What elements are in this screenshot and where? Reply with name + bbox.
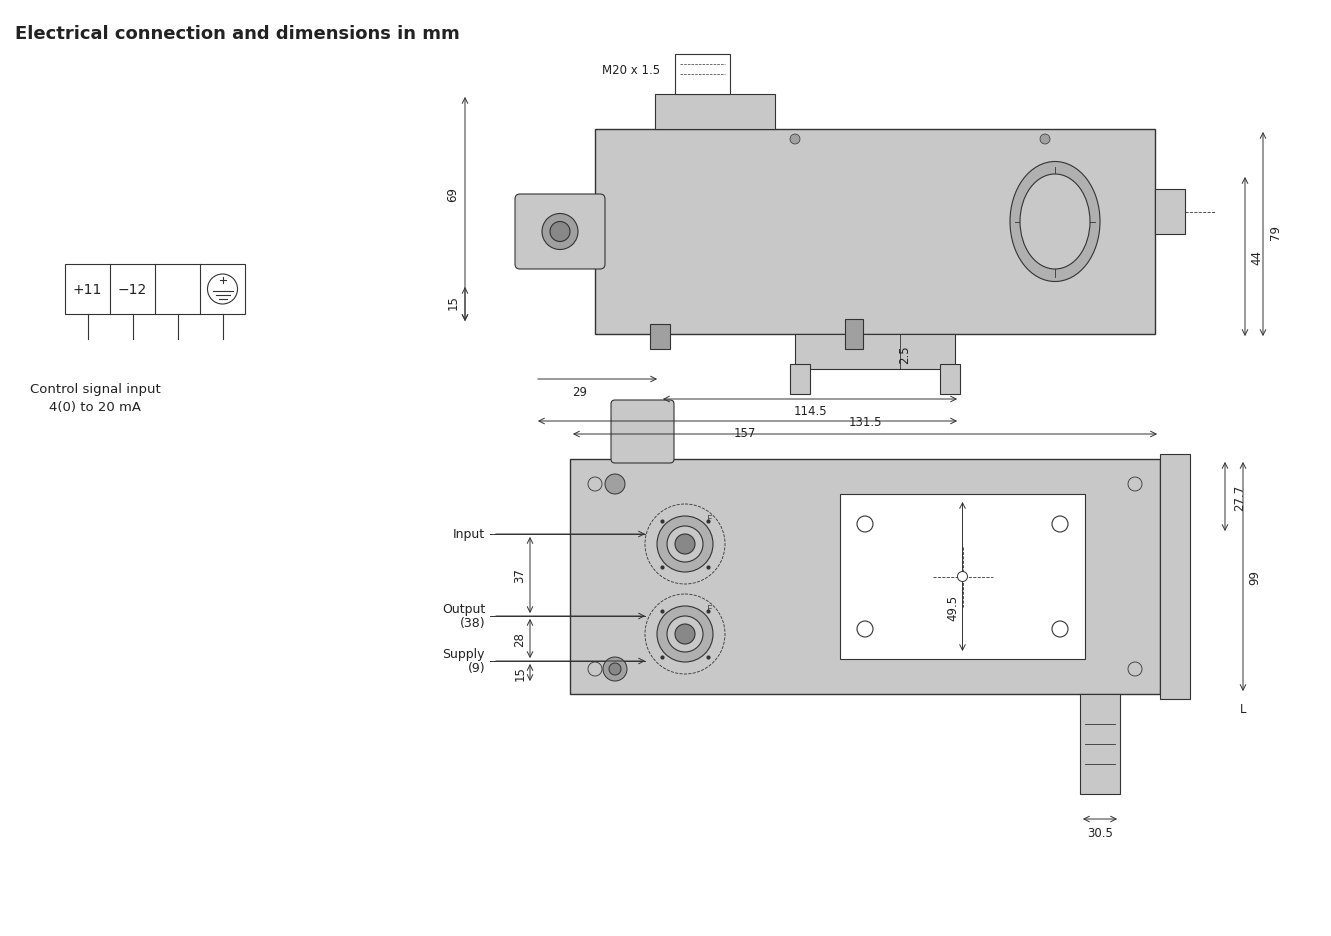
- Bar: [940, 365, 960, 395]
- Bar: [595, 130, 1155, 335]
- Circle shape: [791, 135, 800, 145]
- Bar: [840, 494, 1085, 659]
- Text: 99: 99: [1248, 569, 1262, 584]
- Text: M20 x 1.5: M20 x 1.5: [602, 64, 660, 77]
- Text: 131.5: 131.5: [848, 417, 881, 429]
- Circle shape: [588, 477, 602, 491]
- Text: 79: 79: [1268, 225, 1282, 240]
- Bar: [655, 95, 775, 130]
- Circle shape: [603, 657, 627, 681]
- Circle shape: [667, 526, 703, 563]
- Circle shape: [1051, 517, 1067, 533]
- Text: 37: 37: [514, 568, 527, 583]
- Circle shape: [1040, 135, 1050, 145]
- Text: 30.5: 30.5: [1087, 826, 1113, 840]
- Text: 4(0) to 20 mA: 4(0) to 20 mA: [49, 401, 141, 414]
- Text: 157: 157: [733, 427, 756, 440]
- Circle shape: [1127, 663, 1142, 677]
- Circle shape: [606, 475, 626, 494]
- Bar: [845, 320, 862, 350]
- Ellipse shape: [1010, 162, 1099, 282]
- Text: L: L: [1239, 703, 1246, 716]
- Bar: [65, 265, 245, 314]
- Circle shape: [1051, 622, 1067, 637]
- Text: F: F: [707, 605, 713, 614]
- Text: 27.7: 27.7: [1234, 484, 1247, 510]
- Text: Supply: Supply: [442, 648, 484, 661]
- Circle shape: [542, 214, 578, 250]
- Text: Control signal input: Control signal input: [29, 383, 160, 396]
- Text: 49.5: 49.5: [946, 593, 960, 620]
- Text: 29: 29: [572, 386, 587, 399]
- Text: Output: Output: [442, 603, 484, 616]
- Circle shape: [675, 534, 695, 554]
- Ellipse shape: [1020, 175, 1090, 270]
- Text: 114.5: 114.5: [793, 405, 827, 418]
- Text: −12: −12: [118, 283, 148, 297]
- Text: (9): (9): [467, 662, 484, 675]
- Circle shape: [610, 664, 622, 675]
- Bar: [675, 55, 729, 95]
- Circle shape: [1127, 477, 1142, 491]
- Bar: [650, 325, 669, 350]
- FancyBboxPatch shape: [611, 401, 673, 463]
- Text: 15: 15: [446, 295, 459, 310]
- Text: 15: 15: [514, 665, 527, 680]
- Bar: [1079, 695, 1119, 794]
- Text: 2.5: 2.5: [898, 345, 912, 364]
- Circle shape: [667, 616, 703, 652]
- Bar: [791, 365, 811, 395]
- Circle shape: [675, 624, 695, 644]
- Circle shape: [550, 222, 570, 242]
- Circle shape: [857, 622, 873, 637]
- Bar: [1161, 455, 1190, 699]
- Circle shape: [588, 663, 602, 677]
- Bar: [570, 460, 1161, 695]
- Circle shape: [658, 607, 713, 663]
- Text: Electrical connection and dimensions in mm: Electrical connection and dimensions in …: [15, 25, 459, 43]
- Circle shape: [957, 572, 968, 582]
- Circle shape: [658, 517, 713, 573]
- Bar: [795, 335, 956, 370]
- Text: 69: 69: [446, 187, 459, 202]
- Text: 44: 44: [1251, 250, 1263, 265]
- Bar: [1155, 190, 1185, 235]
- FancyBboxPatch shape: [515, 195, 606, 270]
- Text: 28: 28: [514, 632, 527, 646]
- Text: +11: +11: [73, 283, 102, 297]
- Text: Input: Input: [453, 528, 484, 541]
- Text: (38): (38): [459, 617, 484, 630]
- Circle shape: [857, 517, 873, 533]
- Text: F: F: [707, 515, 713, 524]
